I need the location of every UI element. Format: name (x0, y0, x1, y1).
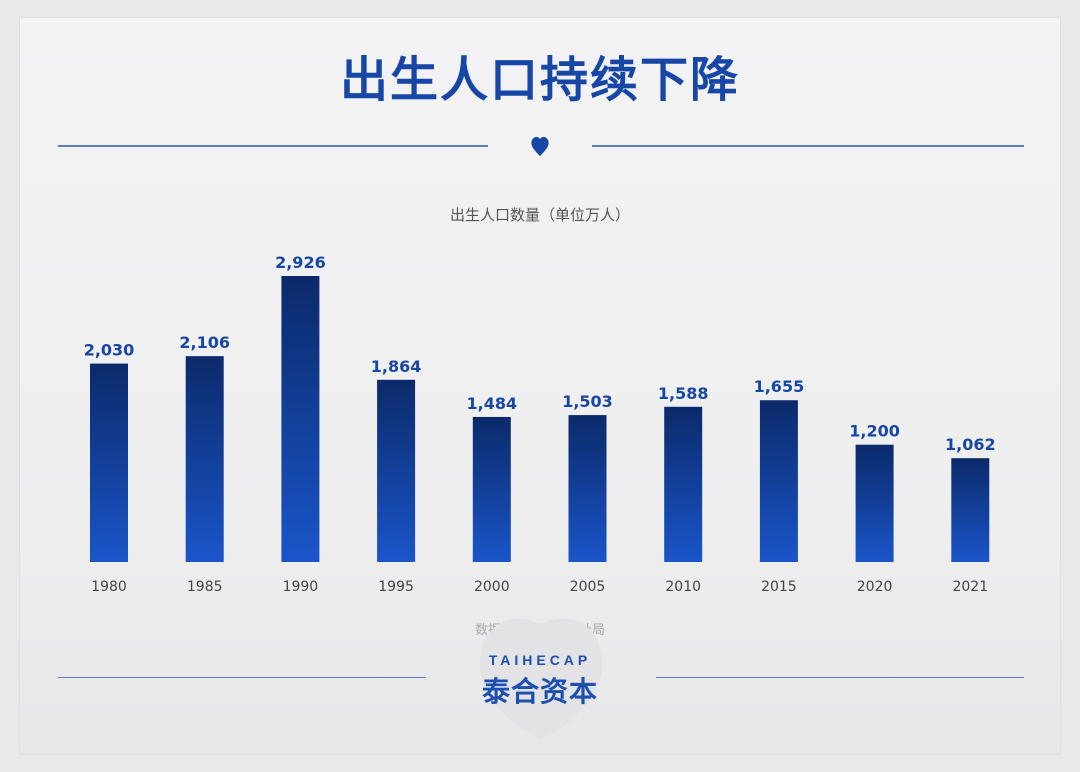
x-tick-1985: 1985 (187, 579, 223, 595)
divider-right (592, 145, 1024, 147)
bar-2015 (759, 400, 798, 562)
footer-line-left (58, 677, 426, 678)
x-tick-1995: 1995 (378, 579, 414, 595)
divider-left (58, 145, 488, 147)
data-label-1990: 2,926 (275, 253, 326, 272)
page-title: 出生人口持续下降 (339, 52, 740, 108)
bar-2000 (472, 416, 511, 562)
logo-text-cn: 泰合资本 (481, 675, 598, 708)
data-label-1985: 2,106 (179, 333, 230, 352)
footer-line-right (656, 677, 1024, 678)
logo-text-en: TAIHECAP (488, 652, 592, 668)
bar-1980 (90, 363, 128, 562)
data-label-2021: 1,062 (945, 435, 996, 454)
data-label-2010: 1,588 (658, 384, 709, 403)
data-label-1980: 2,030 (84, 341, 135, 360)
x-tick-2021: 2021 (952, 579, 988, 595)
x-tick-1980: 1980 (91, 579, 127, 595)
bar-2021 (951, 458, 990, 562)
drop-icon (531, 136, 549, 156)
data-label-2000: 1,484 (466, 394, 517, 413)
data-label-2015: 1,655 (754, 377, 805, 396)
data-label-1995: 1,864 (371, 357, 422, 376)
data-label-2005: 1,503 (562, 392, 613, 411)
bar-chart: 2,030 1980 2,106 1985 2,926 1990 1,864 1995 1,48… (84, 253, 996, 595)
x-tick-2010: 2010 (665, 579, 701, 595)
bar-1990 (281, 276, 320, 562)
bar-1995 (377, 379, 416, 562)
bar-1985 (185, 356, 224, 562)
x-tick-2000: 2000 (474, 579, 510, 595)
bar-2005 (568, 415, 607, 562)
x-tick-2020: 2020 (857, 579, 893, 595)
x-tick-1990: 1990 (283, 579, 319, 595)
x-tick-2015: 2015 (761, 579, 797, 595)
chart-title: 出生人口数量（单位万人） (449, 206, 630, 224)
bar-2010 (664, 406, 703, 562)
data-label-2020: 1,200 (849, 422, 900, 441)
logo-shape (479, 618, 603, 740)
bar-2020 (855, 444, 894, 562)
x-tick-2005: 2005 (570, 579, 606, 595)
